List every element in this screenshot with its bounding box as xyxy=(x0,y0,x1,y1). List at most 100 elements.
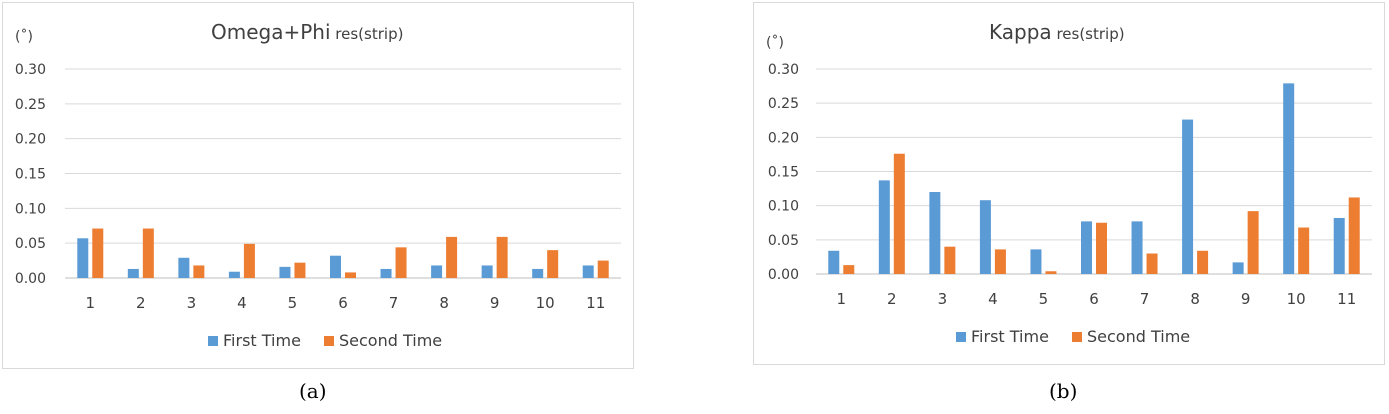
y-tick-label: 0.05 xyxy=(768,233,799,249)
bar-first-time xyxy=(828,250,840,274)
chart-panel-a: Omega+Phi res(strip) (˚) 0.00 0.05 0.10 0.15 0… xyxy=(2,2,634,369)
chart-title: Kappa res(strip) xyxy=(989,20,1125,44)
bar-second-time xyxy=(1096,222,1107,274)
chart-subtitle: res(strip) xyxy=(1052,25,1125,43)
bar-first-time xyxy=(1081,221,1092,274)
bar-first-time xyxy=(330,255,341,278)
y-unit-label: (˚) xyxy=(766,34,784,51)
legend-swatch xyxy=(1072,332,1082,342)
bar-second-time xyxy=(345,272,356,278)
y-tick-label: 0.25 xyxy=(768,96,799,112)
x-tick-label: 3 xyxy=(938,290,948,308)
y-tick-label: 0.30 xyxy=(15,62,46,78)
y-tick-label: 0.10 xyxy=(15,201,46,217)
bar-second-time xyxy=(294,262,306,278)
bar-first-time xyxy=(1232,262,1244,274)
x-tick-label: 1 xyxy=(85,294,95,312)
bar-first-time xyxy=(127,268,139,278)
caption-a: (a) xyxy=(299,379,327,403)
caption-b: (b) xyxy=(1049,379,1078,403)
bar-first-time xyxy=(929,192,941,274)
bar-second-time xyxy=(142,228,154,278)
x-tick-label: 2 xyxy=(136,294,146,312)
bar-second-time xyxy=(944,246,956,274)
bar-first-time xyxy=(1030,249,1042,274)
chart-subtitle: res(strip) xyxy=(331,25,404,43)
x-tick-label: 8 xyxy=(439,294,449,312)
legend-label: Second Time xyxy=(339,331,442,350)
x-tick-label: 5 xyxy=(1039,290,1049,308)
chart-title-main: Kappa xyxy=(989,20,1052,44)
bar-second-time xyxy=(496,236,508,278)
bar-second-time xyxy=(843,265,855,274)
chart-a: Omega+Phi res(strip) (˚) 0.00 0.05 0.10 0.15 0… xyxy=(15,20,621,350)
bar-second-time xyxy=(1247,211,1259,274)
x-tick-label: 10 xyxy=(536,294,555,312)
x-tick-label: 6 xyxy=(1089,290,1099,308)
x-tick-label: 5 xyxy=(288,294,298,312)
bar-second-time xyxy=(893,153,905,274)
x-tick-label: 4 xyxy=(988,290,998,308)
chart-b: Kappa res(strip) (˚) 0.00 0.05 0.10 0.15 0.20 0… xyxy=(766,20,1372,346)
y-tick-label: 0.00 xyxy=(15,271,46,287)
bar-first-time xyxy=(979,200,991,274)
y-tick-label: 0.10 xyxy=(768,199,799,215)
bar-first-time xyxy=(1131,221,1143,274)
legend-swatch xyxy=(324,336,334,346)
legend-label: First Time xyxy=(971,327,1049,346)
bar-second-time xyxy=(1045,271,1057,274)
chart-panel-b: Kappa res(strip) (˚) 0.00 0.05 0.10 0.15 0.20 0… xyxy=(753,2,1385,365)
chart-title: Omega+Phi res(strip) xyxy=(211,20,403,44)
legend-label: First Time xyxy=(223,331,301,350)
bar-first-time xyxy=(178,257,190,278)
bar-first-time xyxy=(431,265,443,278)
y-tick-label: 0.30 xyxy=(768,62,799,78)
x-tick-label: 3 xyxy=(187,294,197,312)
bar-second-time xyxy=(1197,250,1209,274)
bar-first-time xyxy=(532,268,544,278)
x-tick-label: 11 xyxy=(1337,290,1356,308)
bar-first-time xyxy=(582,265,594,278)
bar-first-time xyxy=(77,238,89,278)
y-tick-label: 0.25 xyxy=(15,97,46,113)
y-unit-label: (˚) xyxy=(15,28,33,45)
bar-second-time xyxy=(446,236,458,278)
x-tick-label: 9 xyxy=(1241,290,1251,308)
x-tick-label: 7 xyxy=(1140,290,1150,308)
legend-label: Second Time xyxy=(1087,327,1190,346)
y-tick-label: 0.20 xyxy=(768,130,799,146)
x-tick-label: 6 xyxy=(338,294,348,312)
bar-second-time xyxy=(547,250,559,278)
bar-second-time xyxy=(1348,197,1360,274)
bar-second-time xyxy=(193,265,205,278)
legend-swatch xyxy=(956,332,966,342)
x-tick-label: 7 xyxy=(389,294,399,312)
y-tick-label: 0.15 xyxy=(768,165,799,181)
x-tick-label: 11 xyxy=(586,294,605,312)
legend-swatch xyxy=(208,336,218,346)
chart-title-main: Omega+Phi xyxy=(211,20,331,44)
bar-second-time xyxy=(994,249,1006,274)
bar-first-time xyxy=(1333,217,1345,274)
bar-second-time xyxy=(92,228,104,278)
x-tick-label: 10 xyxy=(1287,290,1306,308)
x-tick-label: 1 xyxy=(836,290,846,308)
bar-second-time xyxy=(597,260,609,278)
bar-second-time xyxy=(395,247,407,278)
bar-first-time xyxy=(878,180,890,274)
x-tick-label: 4 xyxy=(237,294,247,312)
bar-second-time xyxy=(243,243,255,278)
bar-second-time xyxy=(1298,227,1310,274)
bar-first-time xyxy=(1283,83,1295,274)
bar-first-time xyxy=(1182,119,1194,274)
x-tick-label: 8 xyxy=(1190,290,1200,308)
bar-first-time xyxy=(380,268,392,278)
y-tick-label: 0.20 xyxy=(15,132,46,148)
bar-first-time xyxy=(279,266,291,278)
x-tick-label: 2 xyxy=(887,290,897,308)
y-tick-label: 0.05 xyxy=(15,236,46,252)
bar-second-time xyxy=(1146,253,1158,274)
x-tick-label: 9 xyxy=(490,294,500,312)
y-tick-label: 0.00 xyxy=(768,267,799,283)
y-tick-label: 0.15 xyxy=(15,167,46,183)
